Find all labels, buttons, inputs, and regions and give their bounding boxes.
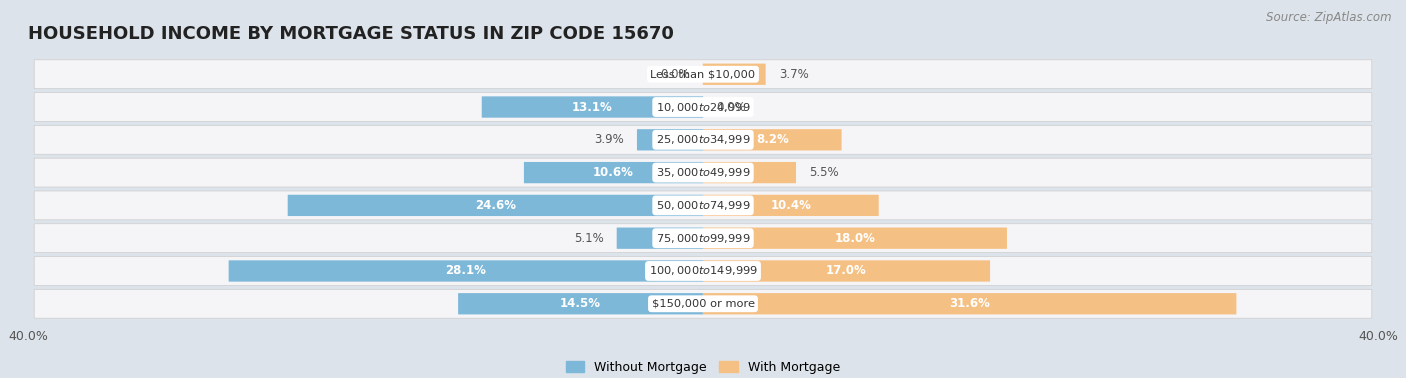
FancyBboxPatch shape xyxy=(703,195,879,216)
FancyBboxPatch shape xyxy=(34,60,1372,89)
FancyBboxPatch shape xyxy=(458,293,703,314)
Text: $25,000 to $34,999: $25,000 to $34,999 xyxy=(655,133,751,146)
Text: 5.1%: 5.1% xyxy=(574,232,603,245)
Text: 3.7%: 3.7% xyxy=(779,68,808,81)
FancyBboxPatch shape xyxy=(34,257,1372,285)
FancyBboxPatch shape xyxy=(34,158,1372,187)
Text: $35,000 to $49,999: $35,000 to $49,999 xyxy=(655,166,751,179)
Text: 3.9%: 3.9% xyxy=(593,133,624,146)
Text: $50,000 to $74,999: $50,000 to $74,999 xyxy=(655,199,751,212)
Text: 24.6%: 24.6% xyxy=(475,199,516,212)
FancyBboxPatch shape xyxy=(703,260,990,282)
FancyBboxPatch shape xyxy=(229,260,703,282)
Text: Source: ZipAtlas.com: Source: ZipAtlas.com xyxy=(1267,11,1392,24)
FancyBboxPatch shape xyxy=(617,228,703,249)
Text: $150,000 or more: $150,000 or more xyxy=(651,299,755,309)
Text: $10,000 to $24,999: $10,000 to $24,999 xyxy=(655,101,751,113)
Text: 0.0%: 0.0% xyxy=(659,68,689,81)
FancyBboxPatch shape xyxy=(34,224,1372,253)
FancyBboxPatch shape xyxy=(703,129,842,150)
FancyBboxPatch shape xyxy=(703,228,1007,249)
Text: $100,000 to $149,999: $100,000 to $149,999 xyxy=(648,265,758,277)
FancyBboxPatch shape xyxy=(34,191,1372,220)
Text: 13.1%: 13.1% xyxy=(572,101,613,113)
FancyBboxPatch shape xyxy=(482,96,703,118)
Text: 14.5%: 14.5% xyxy=(560,297,602,310)
FancyBboxPatch shape xyxy=(34,125,1372,154)
Text: 17.0%: 17.0% xyxy=(827,265,866,277)
FancyBboxPatch shape xyxy=(703,162,796,183)
Text: 0.0%: 0.0% xyxy=(717,101,747,113)
Text: 28.1%: 28.1% xyxy=(446,265,486,277)
Text: 5.5%: 5.5% xyxy=(810,166,839,179)
Text: Less than $10,000: Less than $10,000 xyxy=(651,69,755,79)
FancyBboxPatch shape xyxy=(34,289,1372,318)
FancyBboxPatch shape xyxy=(703,293,1236,314)
Text: 31.6%: 31.6% xyxy=(949,297,990,310)
Legend: Without Mortgage, With Mortgage: Without Mortgage, With Mortgage xyxy=(561,356,845,378)
Text: $75,000 to $99,999: $75,000 to $99,999 xyxy=(655,232,751,245)
Text: HOUSEHOLD INCOME BY MORTGAGE STATUS IN ZIP CODE 15670: HOUSEHOLD INCOME BY MORTGAGE STATUS IN Z… xyxy=(28,25,673,43)
FancyBboxPatch shape xyxy=(703,64,766,85)
FancyBboxPatch shape xyxy=(524,162,703,183)
Text: 10.4%: 10.4% xyxy=(770,199,811,212)
Text: 18.0%: 18.0% xyxy=(834,232,876,245)
FancyBboxPatch shape xyxy=(34,93,1372,121)
Text: 8.2%: 8.2% xyxy=(756,133,789,146)
FancyBboxPatch shape xyxy=(288,195,703,216)
FancyBboxPatch shape xyxy=(637,129,703,150)
Text: 10.6%: 10.6% xyxy=(593,166,634,179)
